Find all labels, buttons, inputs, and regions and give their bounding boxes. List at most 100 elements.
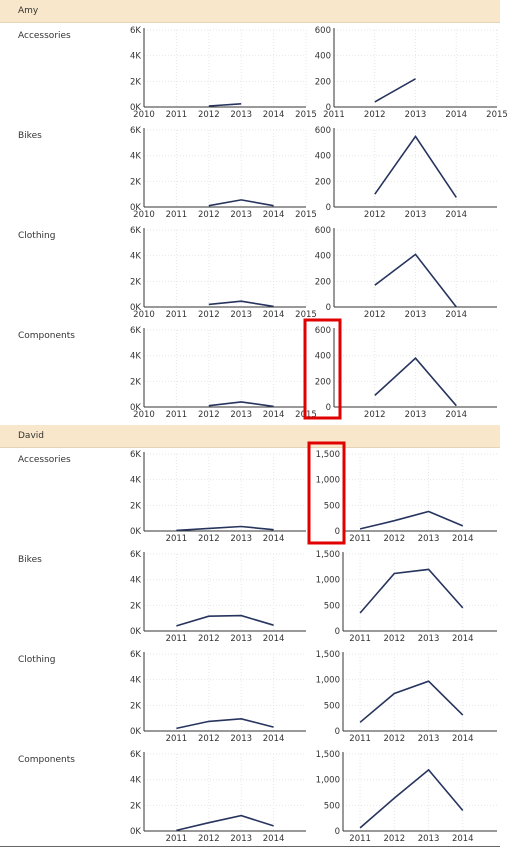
x-tick-label: 2012 [198,410,220,420]
x-tick-label: 2014 [263,310,285,320]
x-tick-label: 2012 [198,734,220,744]
y-tick-label: 1,500 [316,450,340,460]
x-tick-label: 2011 [166,534,188,544]
x-tick-label: 2013 [405,210,427,220]
x-tick-label: 2014 [263,534,285,544]
x-tick-label: 2012 [364,410,386,420]
series-line [359,510,464,530]
y-tick-label: 500 [324,701,340,711]
y-tick-label: 4K [130,252,141,262]
x-tick-label: 2013 [230,110,252,120]
y-tick-label: 2K [130,177,141,187]
y-tick-label: 6K [130,326,141,336]
category-label-david-clothing: Clothing [18,655,56,665]
y-tick-label: 6K [130,26,141,36]
x-tick-label: 2013 [230,534,252,544]
y-tick-label: 1,000 [316,576,340,586]
series-line [359,568,464,614]
y-tick-label: 0K [130,103,141,113]
x-tick-label: 2014 [263,834,285,844]
y-tick-label: 4K [130,676,141,686]
y-tick-label: 500 [324,801,340,811]
x-tick-label: 2012 [384,834,406,844]
x-tick-label: 2011 [349,634,371,644]
y-tick-label: 200 [315,277,331,287]
y-tick-label: 2K [130,277,141,287]
x-tick-label: 2014 [263,634,285,644]
y-tick-label: 1,000 [316,476,340,486]
series-line [374,78,416,103]
y-tick-label: 4K [130,152,141,162]
y-tick-label: 4K [130,352,141,362]
category-label-david-bikes: Bikes [18,555,42,565]
x-tick-label: 2011 [349,534,371,544]
series-line [208,300,274,308]
x-tick-label: 2012 [364,310,386,320]
x-tick-label: 2012 [384,634,406,644]
x-tick-label: 2015 [295,310,317,320]
x-tick-label: 2014 [445,110,467,120]
series-line [374,253,457,308]
x-tick-label: 2012 [198,534,220,544]
x-tick-label: 2015 [295,110,317,120]
x-tick-label: 2013 [230,410,252,420]
x-tick-label: 2012 [384,534,406,544]
y-tick-label: 400 [315,52,331,62]
x-tick-label: 2013 [405,310,427,320]
x-tick-label: 2012 [364,110,386,120]
y-tick-label: 200 [315,177,331,187]
x-tick-label: 2011 [349,734,371,744]
y-tick-label: 2K [130,801,141,811]
x-tick-label: 2013 [418,834,440,844]
category-label-amy-clothing: Clothing [18,231,56,241]
series-line [208,103,242,107]
x-tick-label: 2013 [230,834,252,844]
y-tick-label: 0K [130,727,141,737]
y-tick-label: 600 [315,26,331,36]
x-tick-label: 2013 [230,310,252,320]
x-tick-label: 2013 [418,534,440,544]
bottom-divider [0,846,500,847]
x-tick-label: 2012 [198,210,220,220]
group-header-david: David [0,425,500,448]
x-tick-label: 2014 [263,110,285,120]
series-line [359,768,464,829]
x-tick-label: 2013 [230,634,252,644]
y-tick-label: 200 [315,377,331,387]
x-tick-label: 2014 [445,410,467,420]
y-tick-label: 500 [324,601,340,611]
series-line [374,357,457,407]
x-tick-label: 2011 [166,410,188,420]
y-tick-label: 1,000 [316,776,340,786]
highlight-box-david-accessories-yaxis [307,441,346,545]
y-tick-label: 0 [335,827,340,837]
y-tick-label: 600 [315,226,331,236]
series-line [176,717,274,730]
series-line [176,525,274,532]
series-line [176,614,274,627]
y-tick-label: 6K [130,650,141,660]
y-tick-label: 6K [130,226,141,236]
y-tick-label: 0 [326,403,331,413]
y-tick-label: 0 [335,527,340,537]
y-tick-label: 1,500 [316,550,340,560]
y-tick-label: 0 [326,103,331,113]
y-tick-label: 600 [315,326,331,336]
x-tick-label: 2013 [418,634,440,644]
y-tick-label: 6K [130,126,141,136]
x-tick-label: 2013 [405,410,427,420]
series-line [208,401,274,408]
x-tick-label: 2012 [198,634,220,644]
y-tick-label: 1,000 [316,676,340,686]
x-tick-label: 2015 [295,210,317,220]
highlight-box-amy-components-yaxis [303,318,342,420]
x-tick-label: 2014 [445,310,467,320]
series-line [208,199,274,207]
y-tick-label: 200 [315,77,331,87]
y-tick-label: 0 [326,203,331,213]
x-tick-label: 2013 [230,210,252,220]
y-tick-label: 0K [130,203,141,213]
category-label-david-accessories: Accessories [18,455,71,465]
x-tick-label: 2014 [263,210,285,220]
